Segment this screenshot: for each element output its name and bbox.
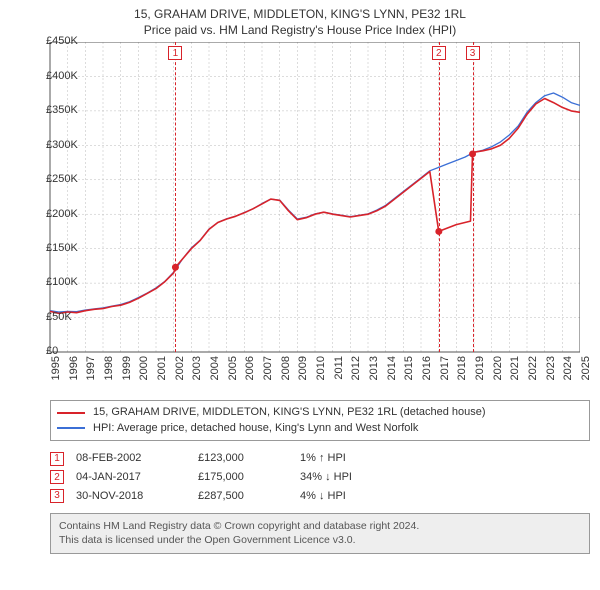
x-axis-label: 2020 xyxy=(492,356,504,380)
x-axis-label: 1999 xyxy=(121,356,133,380)
legend-swatch-blue xyxy=(57,427,85,429)
footer-line2: This data is licensed under the Open Gov… xyxy=(59,533,581,547)
chart-area: £0£50K£100K£150K£200K£250K£300K£350K£400… xyxy=(0,42,580,392)
x-axis-label: 2012 xyxy=(350,356,362,380)
sale-price: £123,000 xyxy=(198,449,288,468)
x-axis-label: 2023 xyxy=(545,356,557,380)
sale-delta: 4% ↓ HPI xyxy=(300,487,440,506)
x-axis-label: 2022 xyxy=(527,356,539,380)
sale-marker-box: 3 xyxy=(50,489,64,503)
x-axis-label: 2014 xyxy=(386,356,398,380)
sale-date: 08-FEB-2002 xyxy=(76,449,186,468)
sale-row: 3 30-NOV-2018 £287,500 4% ↓ HPI xyxy=(50,487,590,506)
title-subtitle: Price paid vs. HM Land Registry's House … xyxy=(0,22,600,38)
x-axis-label: 2025 xyxy=(580,356,592,380)
sale-date: 04-JAN-2017 xyxy=(76,468,186,487)
x-axis-label: 1995 xyxy=(50,356,62,380)
x-axis-label: 2018 xyxy=(456,356,468,380)
x-axis-label: 2015 xyxy=(403,356,415,380)
x-axis-label: 2019 xyxy=(474,356,486,380)
x-axis-label: 2007 xyxy=(262,356,274,380)
sale-marker-1: 1 xyxy=(168,46,182,60)
chart-title-block: 15, GRAHAM DRIVE, MIDDLETON, KING'S LYNN… xyxy=(0,0,600,38)
x-axis-label: 2000 xyxy=(138,356,150,380)
sale-marker-box: 1 xyxy=(50,452,64,466)
sale-price: £175,000 xyxy=(198,468,288,487)
sales-table: 1 08-FEB-2002 £123,000 1% ↑ HPI 2 04-JAN-2017… xyxy=(50,449,590,505)
sale-marker-box: 2 xyxy=(50,470,64,484)
sale-delta: 34% ↓ HPI xyxy=(300,468,440,487)
x-axis-label: 2006 xyxy=(244,356,256,380)
footer-line1: Contains HM Land Registry data © Crown c… xyxy=(59,519,581,533)
x-axis-label: 2009 xyxy=(297,356,309,380)
x-axis-label: 2001 xyxy=(156,356,168,380)
x-axis-label: 2005 xyxy=(227,356,239,380)
attribution-footer: Contains HM Land Registry data © Crown c… xyxy=(50,513,590,553)
x-axis-label: 1996 xyxy=(68,356,80,380)
x-axis-label: 2017 xyxy=(439,356,451,380)
legend-label-property: 15, GRAHAM DRIVE, MIDDLETON, KING'S LYNN… xyxy=(93,405,486,420)
legend-label-hpi: HPI: Average price, detached house, King… xyxy=(93,421,418,436)
x-axis-label: 2003 xyxy=(191,356,203,380)
x-axis-label: 2010 xyxy=(315,356,327,380)
legend: 15, GRAHAM DRIVE, MIDDLETON, KING'S LYNN… xyxy=(50,400,590,441)
sale-date: 30-NOV-2018 xyxy=(76,487,186,506)
x-axis-label: 2024 xyxy=(562,356,574,380)
sale-delta: 1% ↑ HPI xyxy=(300,449,440,468)
x-axis-label: 2008 xyxy=(280,356,292,380)
x-axis-label: 2013 xyxy=(368,356,380,380)
x-axis-label: 2002 xyxy=(174,356,186,380)
sale-marker-3: 3 xyxy=(466,46,480,60)
x-axis-label: 2016 xyxy=(421,356,433,380)
legend-row-property: 15, GRAHAM DRIVE, MIDDLETON, KING'S LYNN… xyxy=(57,405,583,420)
title-address: 15, GRAHAM DRIVE, MIDDLETON, KING'S LYNN… xyxy=(0,6,600,22)
sale-marker-2: 2 xyxy=(432,46,446,60)
sale-row: 2 04-JAN-2017 £175,000 34% ↓ HPI xyxy=(50,468,590,487)
legend-swatch-red xyxy=(57,412,85,414)
legend-row-hpi: HPI: Average price, detached house, King… xyxy=(57,421,583,436)
x-axis-label: 1997 xyxy=(85,356,97,380)
x-axis-label: 2004 xyxy=(209,356,221,380)
sale-price: £287,500 xyxy=(198,487,288,506)
x-axis-label: 2021 xyxy=(509,356,521,380)
sale-row: 1 08-FEB-2002 £123,000 1% ↑ HPI xyxy=(50,449,590,468)
x-axis-label: 1998 xyxy=(103,356,115,380)
x-axis-label: 2011 xyxy=(333,356,345,380)
